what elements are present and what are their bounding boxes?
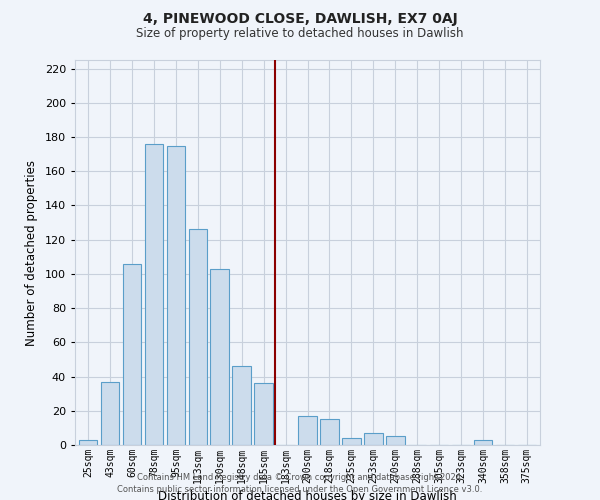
Bar (386, 436, 404, 445)
Bar (342, 438, 361, 445)
Bar (123, 264, 142, 445)
Bar (211, 269, 229, 445)
Bar (101, 382, 119, 445)
Text: 4, PINEWOOD CLOSE, DAWLISH, EX7 0AJ: 4, PINEWOOD CLOSE, DAWLISH, EX7 0AJ (143, 12, 457, 26)
Bar (320, 420, 339, 445)
Text: Contains HM Land Registry data © Crown copyright and database right 2024.
Contai: Contains HM Land Registry data © Crown c… (118, 472, 482, 494)
Bar (188, 230, 207, 445)
X-axis label: Distribution of detached houses by size in Dawlish: Distribution of detached houses by size … (158, 490, 457, 500)
Bar (364, 433, 383, 445)
Bar (254, 384, 273, 445)
Bar (473, 440, 492, 445)
Bar (298, 416, 317, 445)
Bar (232, 366, 251, 445)
Bar (79, 440, 97, 445)
Text: Size of property relative to detached houses in Dawlish: Size of property relative to detached ho… (136, 28, 464, 40)
Bar (145, 144, 163, 445)
Y-axis label: Number of detached properties: Number of detached properties (25, 160, 38, 346)
Bar (167, 146, 185, 445)
